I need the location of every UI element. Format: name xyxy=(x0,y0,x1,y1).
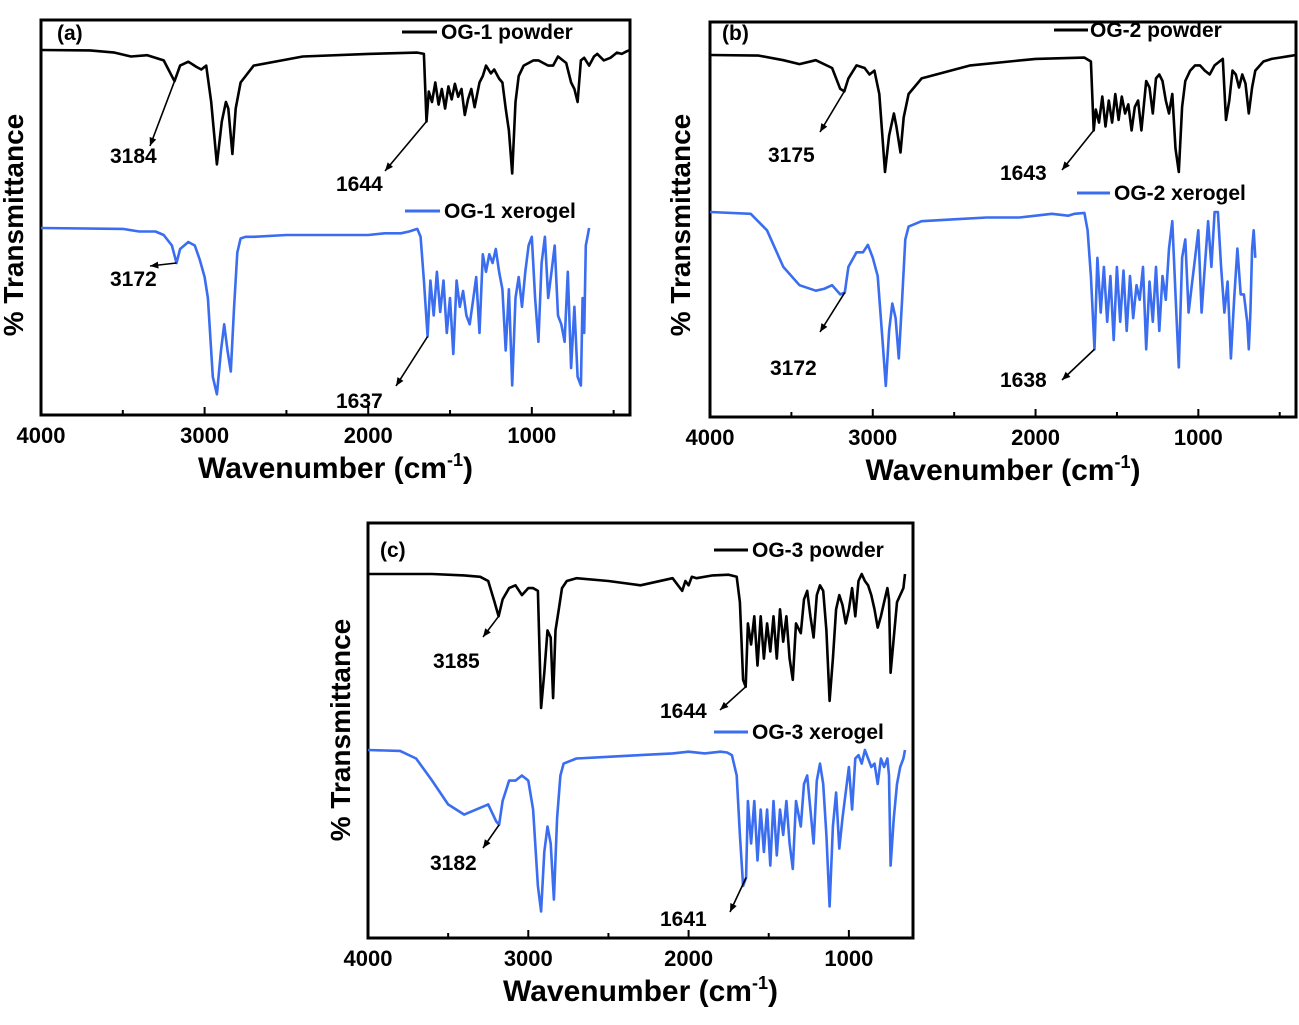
series-og-3-powder xyxy=(368,572,907,710)
arrowhead xyxy=(396,377,404,386)
legend-entry: OG-3 xerogel xyxy=(752,721,884,744)
legend-entry: OG-2 xerogel xyxy=(1114,182,1246,205)
series-og-2-xerogel xyxy=(709,210,1257,388)
panel-label: (a) xyxy=(57,22,83,45)
x-tick-label: 1000 xyxy=(824,946,873,971)
peak-label: 1643 xyxy=(1000,162,1047,185)
annotation-arrow xyxy=(395,336,429,387)
panel-label: (c) xyxy=(380,539,406,562)
plot-frame xyxy=(366,521,915,940)
peak-label: 1638 xyxy=(1000,369,1047,392)
legend-entry: OG-2 powder xyxy=(1090,19,1222,42)
plot-frame xyxy=(708,20,1298,419)
peak-label: 3175 xyxy=(768,144,815,167)
peak-label: 1637 xyxy=(336,390,383,413)
series-og-1-powder xyxy=(40,48,631,175)
peak-label: 3172 xyxy=(110,268,157,291)
arrowhead xyxy=(730,903,737,912)
x-tick-label: 2000 xyxy=(1011,425,1060,450)
x-axis-label: Wavenumber (cm-1) xyxy=(503,973,778,1008)
x-tick-label: 4000 xyxy=(17,423,66,448)
x-axis-label: Wavenumber (cm-1) xyxy=(198,450,473,485)
panel-c: 4000 3000 2000 1000 Wavenumber (cm-1) % Trans… xyxy=(325,521,915,1008)
arrowhead xyxy=(820,323,828,332)
panel-label: (b) xyxy=(722,22,749,45)
peak-label: 3172 xyxy=(770,357,817,380)
x-tick-label: 4000 xyxy=(686,425,735,450)
x-tick-label: 3000 xyxy=(848,425,897,450)
panel-a: 4000 3000 2000 1000 Wavenumber (cm-1) % Trans… xyxy=(0,18,632,485)
arrowhead xyxy=(1062,161,1070,170)
x-tick-label: 2000 xyxy=(664,946,713,971)
x-tick-label: 2000 xyxy=(344,423,393,448)
peak-label: 3182 xyxy=(430,852,477,875)
arrowhead xyxy=(385,162,394,171)
arrowhead xyxy=(149,137,157,146)
peak-label: 3185 xyxy=(433,650,480,673)
arrowhead xyxy=(720,701,729,710)
y-axis-label: % Transmittance xyxy=(665,114,696,337)
series-og-3-xerogel xyxy=(367,748,907,913)
arrowhead xyxy=(820,123,828,132)
series-og-1-xerogel xyxy=(40,226,591,396)
x-tick-label: 1000 xyxy=(507,423,556,448)
peak-label: 1641 xyxy=(660,908,707,931)
legend-entry: OG-1 xerogel xyxy=(444,200,576,223)
panel-b: 4000 3000 2000 1000 Wavenumber (cm-1) % Trans… xyxy=(665,19,1298,487)
legend-entry: OG-1 powder xyxy=(441,21,573,44)
arrowhead xyxy=(483,839,491,848)
arrowhead xyxy=(150,261,159,269)
annotation-arrow xyxy=(149,80,176,147)
annotation-arrow xyxy=(1061,129,1095,171)
x-tick-label: 3000 xyxy=(180,423,229,448)
x-axis-label: Wavenumber (cm-1) xyxy=(866,452,1141,487)
annotation-arrow xyxy=(384,120,428,172)
peak-label: 1644 xyxy=(660,700,707,723)
peak-label: 3184 xyxy=(110,145,157,168)
y-axis-label: % Transmittance xyxy=(0,114,29,337)
series-og-2-powder xyxy=(709,53,1297,174)
peak-label: 1644 xyxy=(336,173,383,196)
x-tick-label: 4000 xyxy=(344,946,393,971)
x-tick-label: 3000 xyxy=(504,946,553,971)
plot-frame xyxy=(39,18,632,417)
legend-entry: OG-3 powder xyxy=(752,539,884,562)
arrowhead xyxy=(1062,371,1071,380)
arrowhead xyxy=(483,628,491,637)
x-tick-label: 1000 xyxy=(1174,425,1223,450)
y-axis-label: % Transmittance xyxy=(325,619,356,842)
